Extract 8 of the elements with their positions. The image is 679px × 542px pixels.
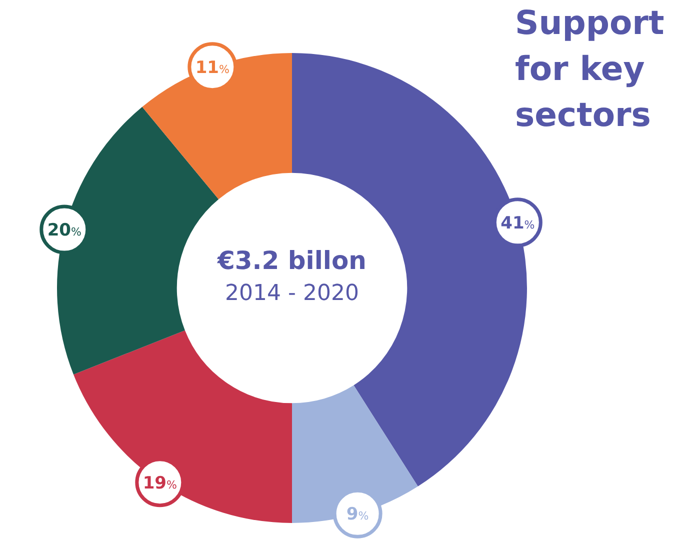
text: €3.2 billon: [216, 246, 368, 275]
data-label: 19%: [142, 473, 177, 494]
chart-title: Support for key sectors: [515, 2, 666, 136]
data-label: 20%: [47, 220, 82, 241]
text: 2014 - 2020: [224, 281, 360, 306]
data-label: 11%: [195, 58, 230, 78]
data-label: 9%: [346, 504, 369, 525]
data-label: 41%: [500, 213, 535, 234]
